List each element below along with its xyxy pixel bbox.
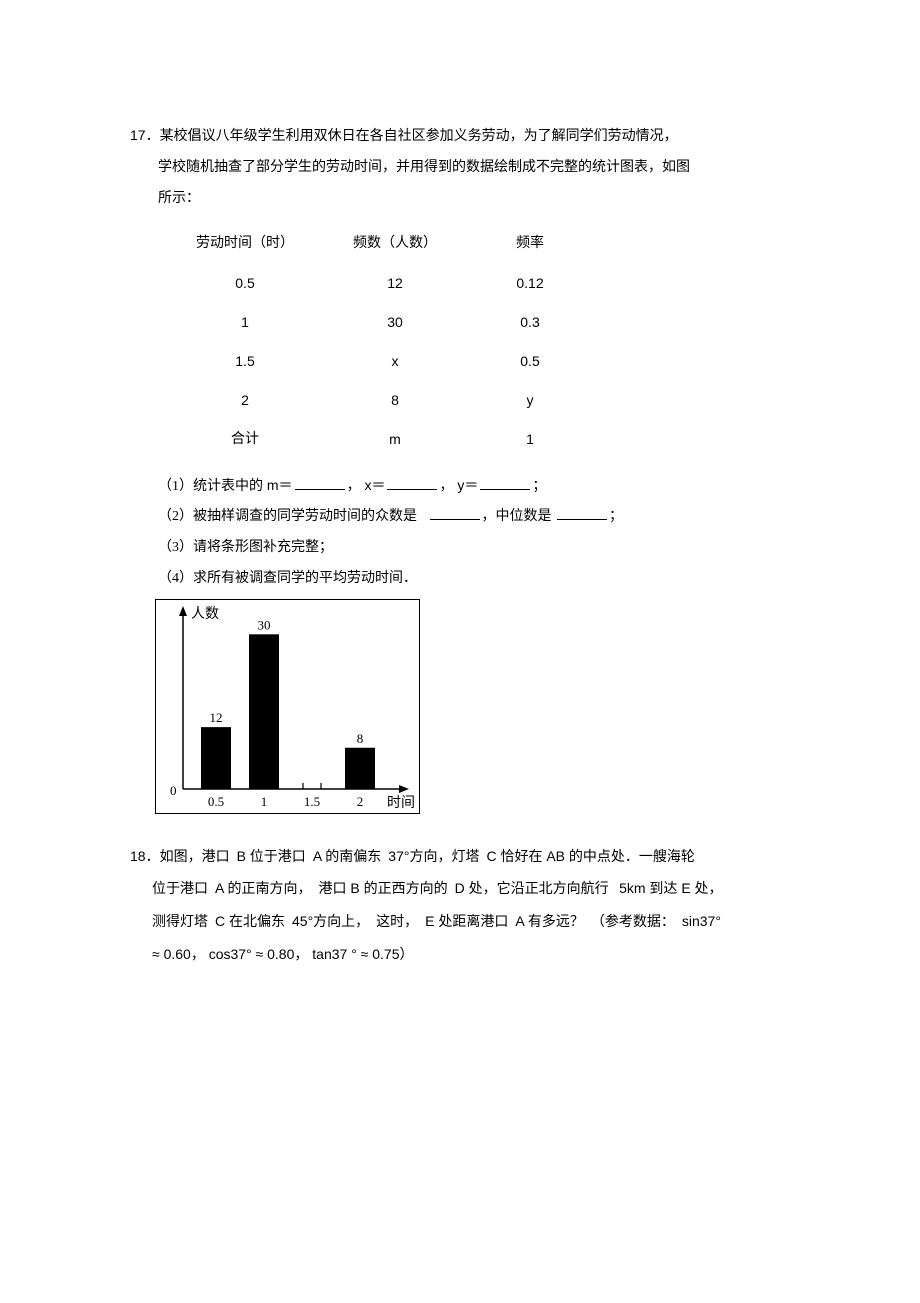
blank xyxy=(480,475,530,490)
question-18: 18． 如图，港口 B 位于港口 A 的南偏东 37°方向，灯塔 C 恰好在 A… xyxy=(130,841,790,970)
t: （参考数据： xyxy=(591,915,675,930)
svg-text:12: 12 xyxy=(210,710,223,725)
t: sin37° xyxy=(682,913,721,929)
th-rate: 频率 xyxy=(470,224,590,263)
svg-text:0: 0 xyxy=(170,783,177,798)
t: 测得灯塔 xyxy=(152,915,208,930)
q18-l1: 如图，港口 B 位于港口 A 的南偏东 37°方向，灯塔 C 恰好在 AB 的中… xyxy=(160,841,695,874)
t: D 处，它沿正北方向航行 xyxy=(455,880,609,896)
q18-line2: 位于港口 A 的正南方向， 港口 B 的正西方向的 D 处，它沿正北方向航行 5… xyxy=(152,873,790,906)
table-header-row: 劳动时间（时） 频数（人数） 频率 xyxy=(170,224,790,263)
q18-number: 18． xyxy=(130,841,160,874)
t: 37°方向，灯塔 xyxy=(388,848,479,864)
t: 如图，港口 xyxy=(160,850,230,865)
svg-text:1.5: 1.5 xyxy=(304,794,320,809)
t: 5km 到达 E 处， xyxy=(619,880,722,896)
table-row: 1 30 0.3 xyxy=(170,303,790,342)
q17-sub3: （3）请将条形图补充完整； xyxy=(158,533,790,564)
t: 这时， xyxy=(376,915,418,930)
table-row: 0.5 12 0.12 xyxy=(170,264,790,303)
s1-post: ； xyxy=(532,479,546,494)
s1-m: m＝ xyxy=(263,477,293,493)
q18-line1: 18． 如图，港口 B 位于港口 A 的南偏东 37°方向，灯塔 C 恰好在 A… xyxy=(130,841,790,874)
cell: 8 xyxy=(320,381,470,420)
q17-line1-text: 某校倡议八年级学生利用双休日在各自社区参加义务劳动，为了解同学们劳动情况， xyxy=(160,129,678,144)
blank xyxy=(430,505,480,520)
s2-post: ； xyxy=(609,509,623,524)
s1-y: ， y＝ xyxy=(439,477,478,493)
s2-pre: （2）被抽样调查的同学劳动时间的众数是 xyxy=(158,509,417,524)
cell: 0.5 xyxy=(470,342,590,381)
svg-text:2: 2 xyxy=(357,794,364,809)
q18-line4: ≈ 0.60， cos37° ≈ 0.80， tan37 ° ≈ 0.75） xyxy=(152,939,790,970)
t: 位于港口 xyxy=(152,882,208,897)
s1-x: ， x＝ xyxy=(347,477,386,493)
q17-line2: 学校随机抽查了部分学生的劳动时间，并用得到的数据绘制成不完整的统计图表，如图 xyxy=(158,153,790,184)
cell: 0.12 xyxy=(470,264,590,303)
q17-sub4: （4）求所有被调查同学的平均劳动时间． xyxy=(158,564,790,595)
cell: 30 xyxy=(320,303,470,342)
s1-pre: （1）统计表中的 xyxy=(158,479,263,494)
bar-chart-svg: 人数时间 0 12 0.5 30 1 1.5 8 2 xyxy=(155,599,420,814)
svg-text:30: 30 xyxy=(258,617,271,632)
table-row: 1.5 x 0.5 xyxy=(170,342,790,381)
s2-mid: ，中位数是 xyxy=(482,509,552,524)
blank xyxy=(387,475,437,490)
q17-number: 17． xyxy=(130,127,160,143)
cell: x xyxy=(320,342,470,381)
cell: 2 xyxy=(170,381,320,420)
cell: 1 xyxy=(170,303,320,342)
svg-text:0.5: 0.5 xyxy=(208,794,224,809)
blank xyxy=(557,505,607,520)
blank xyxy=(295,475,345,490)
q17-sub1: （1）统计表中的 m＝ ， x＝ ， y＝ ； xyxy=(158,470,790,503)
t: C 在北偏东 xyxy=(215,913,285,929)
svg-text:1: 1 xyxy=(261,794,268,809)
cell: 12 xyxy=(320,264,470,303)
table-row: 2 8 y xyxy=(170,381,790,420)
svg-text:时间: 时间 xyxy=(387,795,415,811)
t: C 恰好在 AB 的中点处．一艘海轮 xyxy=(486,848,694,864)
t: 45°方向上， xyxy=(292,913,369,929)
t: A 有多远？ xyxy=(515,913,583,929)
t: E 处距离港口 xyxy=(425,913,508,929)
th-time: 劳动时间（时） xyxy=(170,224,320,263)
th-freq: 频数（人数） xyxy=(320,224,470,263)
cell: y xyxy=(470,381,590,420)
q17-chart: 人数时间 0 12 0.5 30 1 1.5 8 2 xyxy=(155,599,790,827)
cell: 1.5 xyxy=(170,342,320,381)
t: B 位于港口 xyxy=(237,848,306,864)
cell: 1 xyxy=(470,420,590,459)
svg-text:人数: 人数 xyxy=(191,606,219,622)
t: A 的正南方向， xyxy=(215,880,311,896)
cell: 0.3 xyxy=(470,303,590,342)
q17-line1: 17．某校倡议八年级学生利用双休日在各自社区参加义务劳动，为了解同学们劳动情况， xyxy=(130,120,790,153)
t: 港口 B 的正西方向的 xyxy=(318,880,447,896)
q18-line3: 测得灯塔 C 在北偏东 45°方向上， 这时， E 处距离港口 A 有多远？ （… xyxy=(152,906,790,939)
cell: 合计 xyxy=(170,420,320,459)
question-17: 17．某校倡议八年级学生利用双休日在各自社区参加义务劳动，为了解同学们劳动情况，… xyxy=(130,120,790,827)
q17-sub2: （2）被抽样调查的同学劳动时间的众数是 ，中位数是 ； xyxy=(158,502,790,533)
q17-table: 劳动时间（时） 频数（人数） 频率 0.5 12 0.12 1 30 0.3 1… xyxy=(170,224,790,459)
q17-line3: 所示： xyxy=(158,184,790,215)
svg-text:8: 8 xyxy=(357,730,364,745)
table-row: 合计 m 1 xyxy=(170,420,790,459)
cell: m xyxy=(320,420,470,459)
t: A 的南偏东 xyxy=(313,848,381,864)
cell: 0.5 xyxy=(170,264,320,303)
